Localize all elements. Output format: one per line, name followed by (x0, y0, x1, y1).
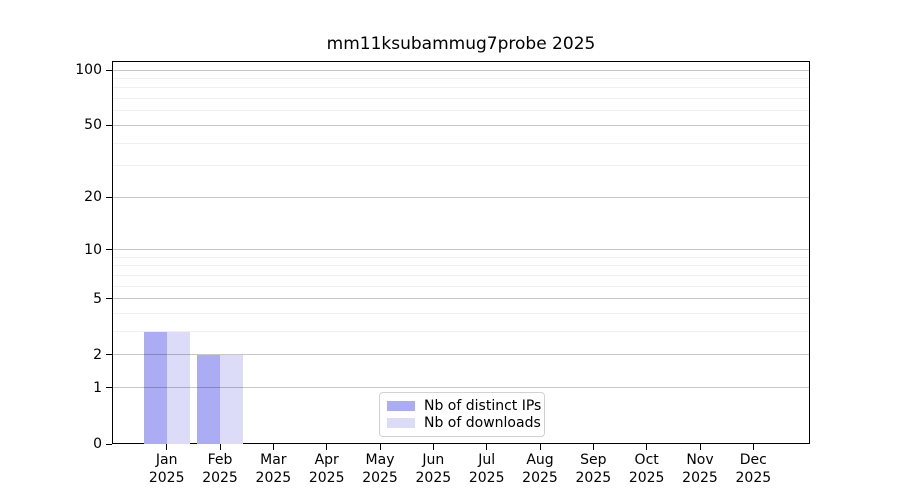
x-tick-year: 2025 (628, 470, 665, 486)
y-tick-label: 1 (93, 379, 102, 396)
legend-item-distinct-ips: Nb of distinct IPs (387, 397, 541, 414)
legend: Nb of distinct IPs Nb of downloads (379, 392, 545, 437)
legend-item-downloads: Nb of downloads (387, 415, 541, 432)
x-tick-year: 2025 (468, 470, 505, 486)
x-tick-year: 2025 (362, 470, 398, 486)
x-tick-label: Jun 2025 (401, 451, 465, 487)
x-tick-label: Jul 2025 (455, 451, 519, 487)
legend-label-distinct-ips: Nb of distinct IPs (424, 397, 542, 414)
y-tick-label: 5 (93, 290, 102, 307)
legend-swatch-distinct-ips-icon (387, 400, 415, 411)
bar-downloads (166, 331, 190, 444)
y-tick-mark (106, 298, 112, 300)
x-tick-mark (166, 444, 168, 450)
x-tick-month: Nov (686, 452, 714, 468)
y-tick-label: 10 (84, 241, 102, 258)
y-tick-label: 50 (84, 117, 102, 134)
x-tick-label: Nov 2025 (668, 451, 732, 487)
x-tick-year: 2025 (735, 470, 772, 486)
x-tick-month: Apr (314, 452, 339, 468)
x-tick-mark (752, 444, 754, 450)
chart-title: mm11ksubammug7probe 2025 (326, 34, 596, 54)
x-tick-mark (219, 444, 221, 450)
x-tick-label: Oct 2025 (615, 451, 679, 487)
y-tick-label: 0 (93, 436, 102, 452)
x-tick-mark (699, 444, 701, 450)
y-tick-mark (106, 387, 112, 389)
x-tick-mark (272, 444, 274, 450)
y-tick-mark (106, 124, 112, 126)
x-tick-year: 2025 (575, 470, 612, 486)
x-tick-year: 2025 (148, 470, 185, 486)
x-tick-label: Aug 2025 (508, 451, 572, 487)
x-tick-year: 2025 (522, 470, 558, 486)
y-tick-mark (106, 443, 112, 445)
x-tick-month: Mar (260, 452, 287, 468)
x-tick-mark (486, 444, 488, 450)
x-tick-mark (432, 444, 434, 450)
x-tick-mark (326, 444, 328, 450)
x-tick-label: Dec 2025 (721, 451, 785, 487)
x-tick-mark (539, 444, 541, 450)
y-tick-mark (106, 69, 112, 71)
x-tick-year: 2025 (308, 470, 345, 486)
y-tick-label: 20 (84, 189, 102, 206)
x-tick-mark (379, 444, 381, 450)
x-tick-month: Jan (155, 452, 178, 468)
legend-swatch-downloads-icon (387, 418, 415, 429)
x-tick-month: Oct (634, 452, 659, 468)
x-tick-year: 2025 (682, 470, 718, 486)
legend-label-downloads: Nb of downloads (424, 415, 541, 432)
bar-downloads (220, 354, 244, 444)
x-tick-label: Feb 2025 (188, 451, 252, 487)
x-tick-month: May (365, 452, 395, 468)
bar-distinct-ips (197, 354, 221, 444)
y-tick-mark (106, 354, 112, 356)
x-tick-mark (592, 444, 594, 450)
x-tick-year: 2025 (255, 470, 292, 486)
x-tick-month: Sep (580, 452, 607, 468)
x-tick-mark (646, 444, 648, 450)
x-tick-label: May 2025 (348, 451, 412, 487)
y-tick-mark (106, 196, 112, 198)
y-tick-mark (106, 249, 112, 251)
x-tick-month: Aug (526, 452, 554, 468)
y-tick-label: 2 (93, 346, 102, 363)
x-tick-month: Jul (478, 452, 496, 468)
y-tick-label: 100 (75, 62, 102, 79)
x-tick-month: Jun (422, 452, 445, 468)
x-tick-month: Feb (207, 452, 233, 468)
x-tick-label: Sep 2025 (561, 451, 625, 487)
x-tick-year: 2025 (415, 470, 452, 486)
x-tick-month: Dec (739, 452, 767, 468)
x-tick-year: 2025 (202, 470, 238, 486)
plot-area (112, 61, 810, 444)
x-tick-label: Mar 2025 (241, 451, 305, 487)
x-tick-label: Apr 2025 (295, 451, 359, 487)
x-tick-label: Jan 2025 (135, 451, 199, 487)
bar-distinct-ips (143, 331, 167, 444)
